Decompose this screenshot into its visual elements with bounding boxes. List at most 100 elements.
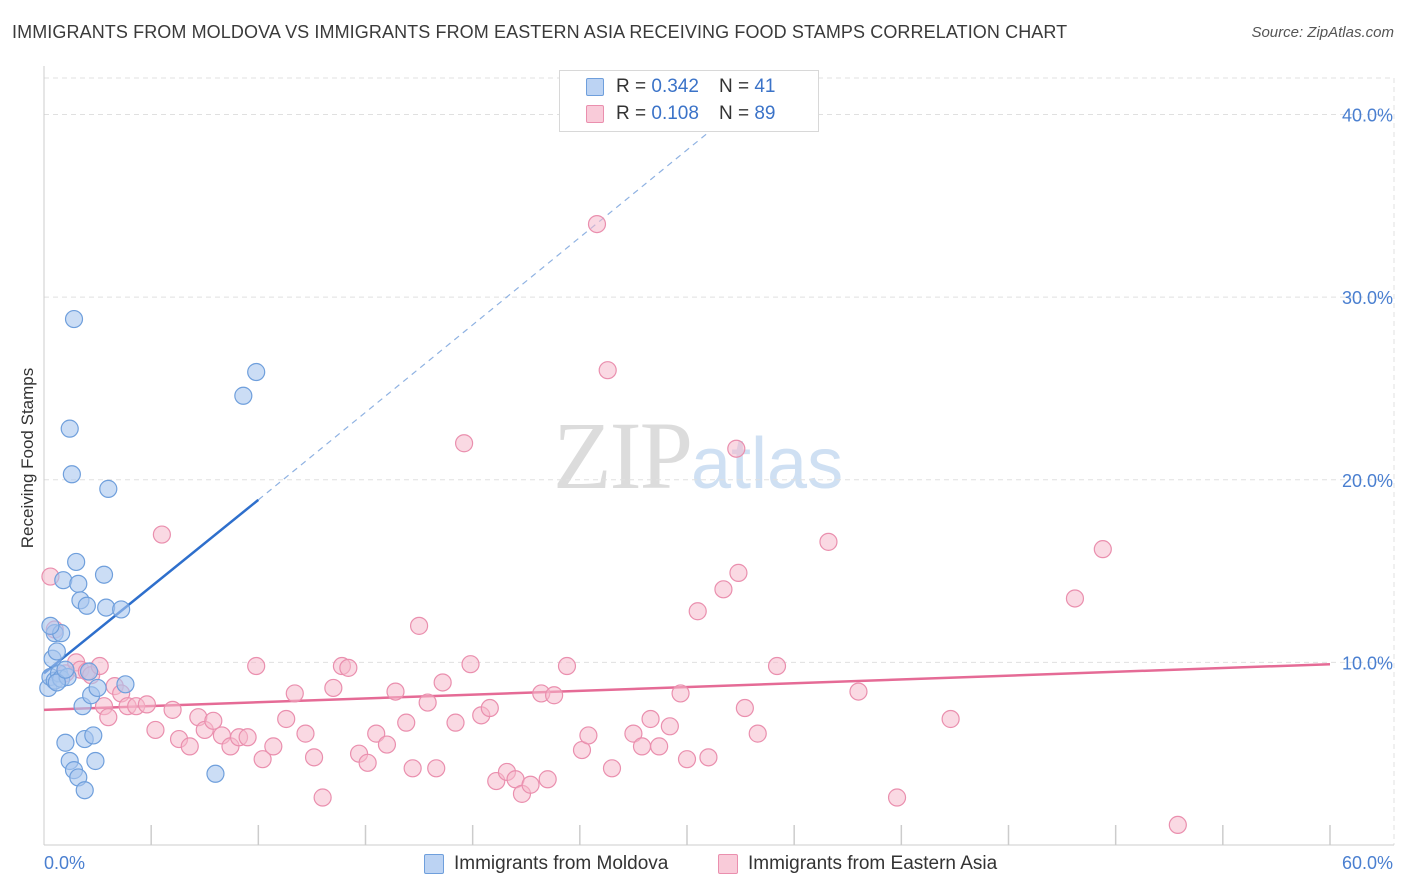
data-point-moldova — [84, 726, 103, 745]
data-point-eastern-asia — [324, 678, 343, 698]
data-point-eastern-asia — [1168, 815, 1187, 835]
data-point-eastern-asia — [579, 726, 598, 745]
data-point-eastern-asia — [409, 616, 429, 635]
data-point-eastern-asia — [238, 728, 257, 747]
data-point-moldova — [56, 733, 75, 752]
data-point-eastern-asia — [521, 775, 540, 794]
data-point-eastern-asia — [397, 713, 416, 732]
data-point-eastern-asia — [480, 698, 499, 718]
data-point-eastern-asia — [204, 711, 223, 730]
legend-moldova-r-value: 0.342 — [651, 76, 699, 97]
data-point-moldova — [112, 600, 131, 619]
data-point-eastern-asia — [887, 788, 907, 807]
data-point-eastern-asia — [152, 525, 171, 544]
y-tick-label: 20.0% — [1342, 471, 1393, 491]
data-point-eastern-asia — [454, 434, 474, 453]
data-point-moldova — [60, 419, 79, 438]
data-point-eastern-asia — [650, 737, 669, 756]
watermark: ZIPatlas — [553, 400, 843, 511]
data-point-eastern-asia — [688, 602, 707, 621]
data-point-eastern-asia — [304, 748, 324, 767]
data-point-moldova — [47, 642, 66, 661]
legend-moldova-r-label: R = — [616, 76, 647, 97]
data-point-moldova — [77, 596, 96, 615]
y-tick-label: 30.0% — [1342, 288, 1393, 308]
tick-labels: 10.0% 20.0% 30.0% 40.0% 0.0% 60.0% — [44, 106, 1393, 873]
data-point-moldova — [86, 751, 105, 771]
data-point-moldova — [88, 678, 107, 698]
series-moldova-points — [39, 309, 266, 800]
data-point-eastern-asia — [545, 686, 564, 705]
data-point-moldova — [67, 552, 86, 572]
bottom-legend-swatch-moldova — [424, 854, 444, 874]
data-point-eastern-asia — [641, 709, 660, 729]
y-tick-label: 40.0% — [1342, 106, 1393, 126]
data-point-moldova — [234, 386, 253, 405]
data-point-moldova — [69, 574, 88, 593]
data-point-eastern-asia — [1065, 589, 1085, 608]
data-point-moldova — [247, 362, 266, 382]
data-point-moldova — [62, 465, 81, 484]
data-point-eastern-asia — [377, 735, 397, 754]
data-point-moldova — [64, 309, 84, 329]
data-point-eastern-asia — [339, 658, 358, 677]
data-point-eastern-asia — [699, 748, 718, 767]
data-point-moldova — [206, 764, 225, 783]
bottom-legend-label-moldova: Immigrants from Moldova — [454, 853, 669, 874]
data-point-eastern-asia — [677, 750, 697, 769]
legend-eastern-asia-n-label: N = — [718, 103, 750, 124]
bottom-legend-moldova: Immigrants from Moldova — [424, 852, 668, 876]
data-point-eastern-asia — [99, 708, 118, 727]
legend-swatch-moldova — [586, 78, 604, 96]
data-point-moldova — [75, 781, 94, 800]
trend-lines — [43, 123, 1331, 712]
data-point-eastern-asia — [587, 214, 607, 234]
y-tick-label: 10.0% — [1342, 653, 1393, 673]
y-axis-title: Receiving Food Stamps — [18, 368, 37, 548]
data-point-moldova — [56, 660, 75, 679]
watermark-zip: ZIP — [553, 402, 693, 509]
data-point-eastern-asia — [296, 724, 315, 743]
data-point-eastern-asia — [137, 695, 156, 714]
bottom-legend-label-eastern-asia: Immigrants from Eastern Asia — [748, 853, 998, 874]
data-point-eastern-asia — [427, 759, 446, 778]
data-point-eastern-asia — [264, 737, 283, 756]
bottom-legend-eastern-asia: Immigrants from Eastern Asia — [718, 852, 997, 876]
data-point-moldova — [97, 598, 116, 617]
data-point-eastern-asia — [313, 788, 332, 807]
watermark-atlas: atlas — [691, 424, 844, 504]
data-point-eastern-asia — [819, 532, 838, 551]
data-point-eastern-asia — [433, 673, 452, 692]
legend-swatch-eastern-asia — [586, 105, 604, 123]
legend-eastern-asia-n-value: 89 — [754, 103, 776, 124]
data-point-eastern-asia — [285, 684, 304, 703]
data-point-moldova — [41, 616, 60, 635]
data-point-eastern-asia — [624, 724, 643, 743]
legend-eastern-asia-r-label: R = — [616, 103, 647, 124]
data-point-eastern-asia — [660, 717, 679, 736]
data-point-eastern-asia — [767, 656, 787, 676]
data-point-eastern-asia — [403, 759, 422, 778]
data-point-eastern-asia — [446, 713, 465, 732]
data-point-eastern-asia — [247, 656, 266, 676]
data-point-eastern-asia — [849, 682, 868, 701]
legend-row-eastern-asia: R = 0.108 N = 89 — [586, 102, 775, 126]
legend-eastern-asia-r-value: 0.108 — [651, 103, 699, 124]
data-point-eastern-asia — [538, 770, 557, 789]
data-point-eastern-asia — [1093, 540, 1112, 559]
trend-line-moldova — [43, 498, 260, 675]
data-point-moldova — [47, 673, 66, 692]
data-point-eastern-asia — [367, 724, 386, 743]
data-point-moldova — [99, 479, 118, 498]
legend-moldova-n-label: N = — [718, 76, 750, 97]
data-point-eastern-asia — [632, 737, 652, 756]
data-point-eastern-asia — [941, 709, 960, 729]
data-point-moldova — [116, 675, 135, 694]
chart-source: Source: ZipAtlas.com — [1251, 24, 1394, 41]
series-eastern-asia-points — [41, 214, 1187, 835]
data-point-eastern-asia — [735, 698, 754, 718]
data-point-eastern-asia — [602, 759, 622, 778]
data-point-eastern-asia — [598, 361, 617, 380]
data-point-eastern-asia — [714, 580, 733, 599]
